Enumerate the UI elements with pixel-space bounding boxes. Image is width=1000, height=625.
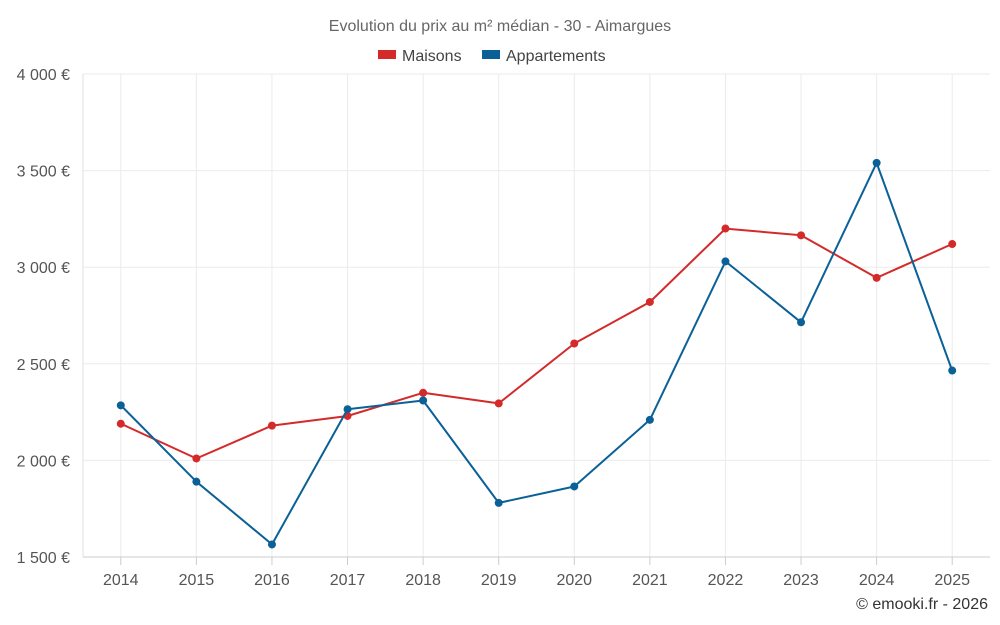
- data-point-maisons[interactable]: [872, 273, 881, 282]
- x-tick-label: 2025: [934, 572, 970, 589]
- data-point-maisons[interactable]: [948, 240, 957, 249]
- data-point-appartements[interactable]: [267, 540, 276, 549]
- series-line-appartements: [120, 161, 954, 546]
- data-point-maisons[interactable]: [419, 388, 428, 397]
- y-tick-label: 1 500 €: [17, 550, 70, 567]
- legend: Maisons Appartements: [378, 48, 606, 65]
- y-tick-label: 2 500 €: [17, 357, 70, 374]
- data-point-maisons[interactable]: [570, 339, 579, 348]
- x-tick-label: 2022: [708, 572, 744, 589]
- legend-swatch-appartements: [482, 50, 500, 59]
- x-tick-label: 2019: [481, 572, 517, 589]
- data-point-appartements[interactable]: [645, 415, 654, 424]
- x-tick-label: 2014: [103, 572, 139, 589]
- data-point-maisons[interactable]: [192, 454, 201, 463]
- x-tick-label: 2015: [179, 572, 215, 589]
- legend-label-appartements: Appartements: [506, 48, 606, 65]
- data-point-appartements[interactable]: [116, 401, 125, 410]
- data-point-appartements[interactable]: [570, 482, 579, 491]
- data-point-maisons[interactable]: [645, 297, 654, 306]
- y-tick-label: 3 000 €: [17, 260, 70, 277]
- x-tick-label: 2017: [330, 572, 366, 589]
- data-point-appartements[interactable]: [419, 396, 428, 405]
- data-point-appartements[interactable]: [872, 158, 881, 167]
- data-point-maisons[interactable]: [116, 419, 125, 428]
- x-tick-label: 2020: [556, 572, 592, 589]
- y-tick-label: 2 000 €: [17, 453, 70, 470]
- x-tick-label: 2018: [405, 572, 441, 589]
- y-tick-label: 3 500 €: [17, 164, 70, 181]
- x-tick-label: 2021: [632, 572, 668, 589]
- data-point-maisons[interactable]: [721, 224, 730, 233]
- data-point-appartements[interactable]: [494, 498, 503, 507]
- y-tick-label: 4 000 €: [17, 67, 70, 84]
- series-layer: [116, 158, 957, 549]
- x-tick-label: 2016: [254, 572, 290, 589]
- data-point-appartements[interactable]: [721, 257, 730, 266]
- credit-text: © emooki.fr - 2026: [856, 596, 988, 613]
- x-tick-label: 2024: [859, 572, 895, 589]
- axes: 1 500 € 2 000 € 2 500 € 3 000 € 3 500 € 4 000…: [17, 67, 990, 589]
- chart-title: Evolution du prix au m² médian - 30 - Ai…: [329, 18, 671, 35]
- x-tick-label: 2023: [783, 572, 819, 589]
- data-point-maisons[interactable]: [494, 399, 503, 408]
- series-line-maisons: [120, 227, 953, 460]
- data-point-maisons[interactable]: [267, 421, 276, 430]
- data-point-appartements[interactable]: [343, 405, 352, 414]
- data-point-appartements[interactable]: [192, 477, 201, 486]
- grid: [83, 73, 990, 557]
- data-point-maisons[interactable]: [797, 231, 806, 240]
- legend-label-maisons: Maisons: [402, 48, 462, 65]
- legend-swatch-maisons: [378, 50, 396, 59]
- data-point-appartements[interactable]: [948, 366, 957, 375]
- data-point-appartements[interactable]: [797, 318, 806, 327]
